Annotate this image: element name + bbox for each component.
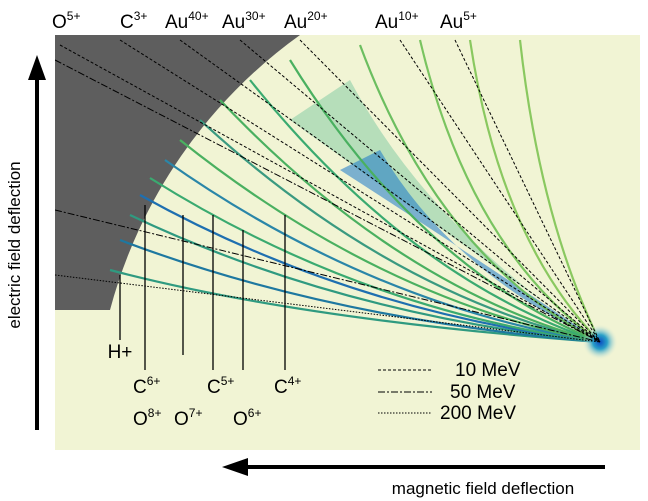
ion-label: Au20+ xyxy=(284,9,328,33)
element: C xyxy=(120,12,134,33)
charge: 5+ xyxy=(221,374,235,388)
x-axis-label: magnetic field deflection xyxy=(392,479,574,498)
ion-label: C5+ xyxy=(207,374,234,398)
ion-label: Au10+ xyxy=(375,9,419,33)
ion-label: C4+ xyxy=(274,374,301,398)
ion-label: O7+ xyxy=(174,406,202,430)
element: C xyxy=(133,377,147,398)
element: C xyxy=(207,377,221,398)
x-arrow-head xyxy=(222,458,248,476)
element: O xyxy=(233,409,248,430)
charge: 8+ xyxy=(148,406,162,420)
ion-label: Au5+ xyxy=(440,9,477,33)
ion-label: C3+ xyxy=(120,9,147,33)
charge: 3+ xyxy=(134,9,148,23)
detector-image xyxy=(55,35,640,450)
proton-label: H+ xyxy=(108,342,133,363)
element: Au xyxy=(284,12,307,33)
legend-label: 10 MeV xyxy=(455,360,521,381)
element: Au xyxy=(222,12,245,33)
legend-label: 50 MeV xyxy=(450,382,516,403)
element: Au xyxy=(375,12,398,33)
charge: 7+ xyxy=(189,406,203,420)
y-axis-label: electric field deflection xyxy=(5,161,24,328)
charge: 40+ xyxy=(188,9,208,23)
heavy-ion-cloud xyxy=(290,80,600,342)
charge: 5+ xyxy=(67,9,81,23)
ion-label: Au30+ xyxy=(222,9,266,33)
charge: 5+ xyxy=(463,9,477,23)
charge: 4+ xyxy=(288,374,302,388)
y-arrow-head xyxy=(28,55,46,80)
ion-label: O6+ xyxy=(233,406,261,430)
heavy-ion-core xyxy=(340,150,600,342)
charge: 30+ xyxy=(245,9,265,23)
element: Au xyxy=(440,12,463,33)
legend-lines xyxy=(378,369,432,414)
legend-label: 200 MeV xyxy=(440,403,516,424)
element: O xyxy=(133,409,148,430)
shadow xyxy=(55,35,300,310)
element: C xyxy=(274,377,288,398)
ion-label: O5+ xyxy=(52,9,80,33)
element: Au xyxy=(165,12,188,33)
element: O xyxy=(174,409,189,430)
charge: 10+ xyxy=(398,9,418,23)
ion-label: O8+ xyxy=(133,406,161,430)
charge: 6+ xyxy=(248,406,262,420)
charge: 6+ xyxy=(147,374,161,388)
ion-label: C6+ xyxy=(133,374,160,398)
energy-lines xyxy=(55,39,601,343)
element: O xyxy=(52,12,67,33)
marker-lines xyxy=(119,205,286,370)
charge: 20+ xyxy=(307,9,327,23)
ion-label: Au40+ xyxy=(165,9,209,33)
